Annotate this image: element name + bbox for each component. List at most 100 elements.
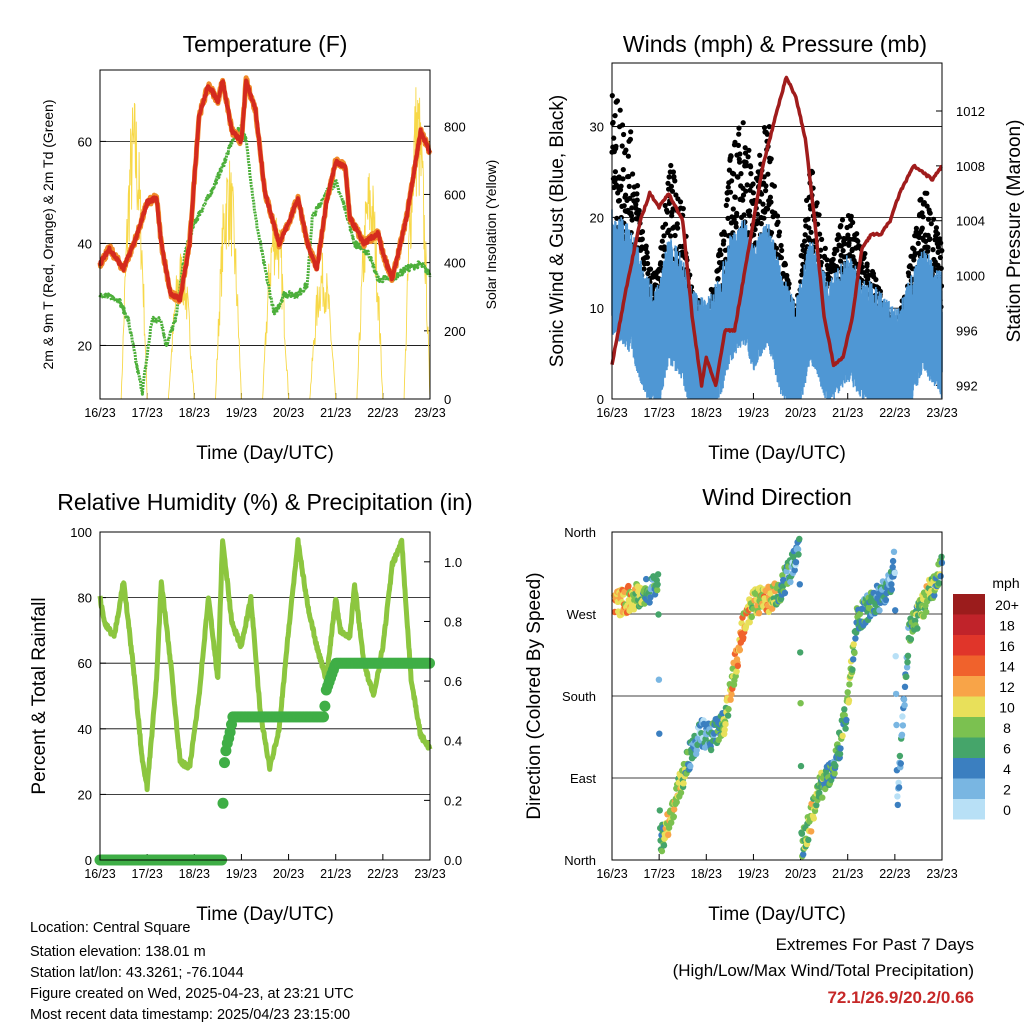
direction-point <box>797 649 804 656</box>
gust-point <box>806 225 812 231</box>
gust-point <box>729 178 735 184</box>
gust-point <box>629 205 635 211</box>
direction-point <box>734 662 741 669</box>
direction-point <box>841 706 848 713</box>
gust-point <box>662 202 668 209</box>
gust-point <box>740 120 746 126</box>
gust-point <box>717 247 723 253</box>
gust-point <box>661 233 667 239</box>
2m-temperature-line <box>98 78 432 303</box>
legend-label: 10 <box>999 700 1015 716</box>
direction-point <box>792 559 800 566</box>
panel-title: Wind Direction <box>702 484 852 510</box>
gust-point <box>931 216 937 222</box>
direction-point <box>680 780 687 787</box>
legend-swatch <box>953 778 985 799</box>
direction-point <box>670 813 677 820</box>
direction-point <box>931 592 938 599</box>
panel-3: Relative Humidity (%) & Precipitation (i… <box>29 489 473 925</box>
gust-point <box>912 250 918 256</box>
gust-point <box>834 247 840 253</box>
y-axis-label: Sonic Wind & Gust (Blue, Black) <box>547 95 568 367</box>
y-tick-label: 20 <box>78 787 92 802</box>
gust-point <box>738 171 744 177</box>
gust-point <box>927 236 933 242</box>
x-tick-label: 18/23 <box>179 867 210 881</box>
gust-point <box>662 221 669 227</box>
gust-point <box>680 206 686 212</box>
direction-point <box>796 581 803 588</box>
legend-swatch <box>953 614 985 635</box>
x-tick-label: 23/23 <box>414 867 445 881</box>
y2-tick-label: 200 <box>444 324 466 339</box>
gust-point <box>742 145 748 151</box>
direction-point <box>796 535 803 543</box>
y2-tick-label: 800 <box>444 119 466 134</box>
direction-point <box>896 752 904 760</box>
gust-point <box>718 251 724 258</box>
gust-point <box>721 238 727 244</box>
direction-point <box>837 745 844 752</box>
gust-point <box>665 180 671 186</box>
direction-point <box>727 696 734 703</box>
y2-tick-label: 1012 <box>956 104 985 119</box>
gust-point <box>618 183 624 189</box>
gust-point <box>623 192 629 198</box>
x-axis-label: Time (Day/UTC) <box>708 443 846 464</box>
direction-point <box>733 668 740 675</box>
gust-point <box>937 236 943 242</box>
legend-title: mph <box>992 575 1019 591</box>
direction-point <box>654 571 662 578</box>
y2-tick-label: 1008 <box>956 159 985 174</box>
direction-point <box>748 613 755 621</box>
gust-point <box>626 183 632 189</box>
legend-label: 16 <box>999 638 1015 654</box>
direction-point <box>846 681 853 688</box>
gust-point <box>619 122 626 128</box>
direction-point <box>797 762 805 770</box>
direction-point <box>843 716 850 724</box>
x-tick-label: 19/23 <box>226 406 257 420</box>
gust-point <box>778 255 785 261</box>
y-tick-label: 40 <box>78 236 92 251</box>
direction-point <box>805 836 812 844</box>
direction-point <box>656 730 663 737</box>
plot-border <box>611 531 943 861</box>
legend-swatch <box>953 696 985 717</box>
gust-point <box>925 248 931 254</box>
gust-point <box>786 281 792 287</box>
y2-tick-label: 400 <box>444 256 466 271</box>
gust-point <box>921 200 927 206</box>
panel-4: Wind Direction Time (Day/UTC) Direction (C… <box>524 484 1020 925</box>
gust-point <box>840 248 846 254</box>
direction-point <box>892 690 900 698</box>
gust-point <box>800 242 806 249</box>
legend-label: 14 <box>999 659 1015 675</box>
gust-point <box>862 251 868 257</box>
gust-point <box>731 171 737 177</box>
direction-point <box>654 581 661 588</box>
info-elevation: Station elevation: 138.01 m <box>30 944 206 960</box>
direction-point <box>647 594 654 601</box>
direction-point <box>693 746 700 754</box>
direction-point <box>673 798 680 806</box>
x-tick-label: 19/23 <box>738 867 769 881</box>
direction-point <box>816 789 823 797</box>
gust-point <box>925 216 932 222</box>
panel-title: Winds (mph) & Pressure (mb) <box>623 31 927 57</box>
direction-point <box>894 793 901 800</box>
y2-tick-label: 600 <box>444 187 466 202</box>
gust-point <box>935 244 942 250</box>
direction-point <box>671 806 678 813</box>
gust-point <box>802 248 808 254</box>
gust-point <box>627 195 633 201</box>
gust-point <box>666 174 672 180</box>
gust-point <box>848 213 854 219</box>
gust-point <box>613 143 619 149</box>
direction-point <box>665 824 673 831</box>
direction-point <box>903 673 910 680</box>
gust-point <box>930 247 936 253</box>
direction-point <box>903 664 911 671</box>
direction-point <box>845 697 853 704</box>
gust-point <box>629 217 635 223</box>
